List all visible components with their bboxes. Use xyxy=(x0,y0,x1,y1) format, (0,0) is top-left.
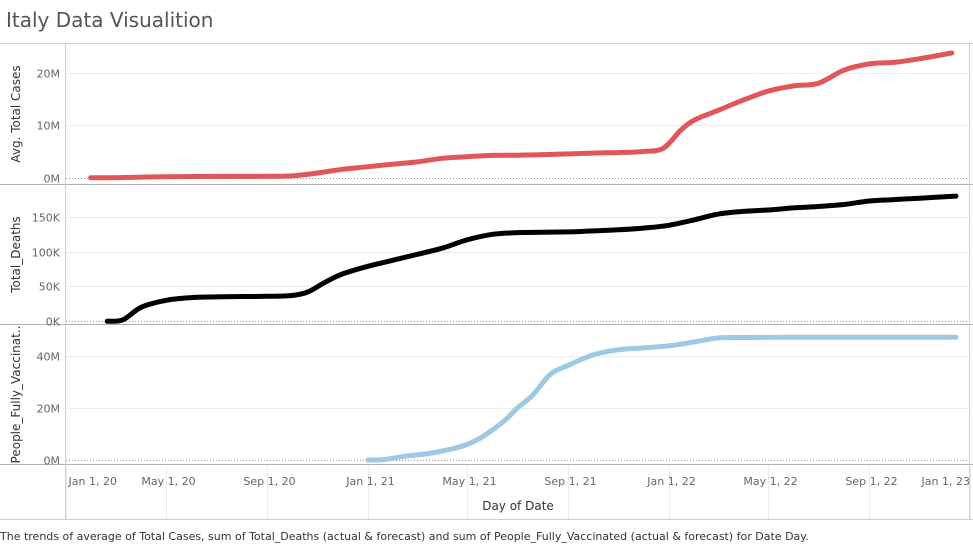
y-tick-label: 20M xyxy=(37,68,61,81)
series-line xyxy=(104,193,959,324)
x-tick-label: Sep 1, 22 xyxy=(845,475,897,488)
y-axis-label: Total_Deaths xyxy=(9,216,23,294)
y-tick-label: 0M xyxy=(44,455,61,468)
y-tick-label: 10M xyxy=(37,120,61,133)
y-tick-label: 150K xyxy=(32,212,61,225)
x-tick-label: Sep 1, 20 xyxy=(243,475,295,488)
y-tick-label: 0K xyxy=(46,316,61,329)
x-axis: Jan 1, 20 May 1, 20 Sep 1, 20 Jan 1, 21 May … xyxy=(66,466,971,519)
y-tick-label: 0M xyxy=(44,173,61,186)
y-tick-label: 40M xyxy=(37,351,61,364)
x-tick-label: Sep 1, 21 xyxy=(544,475,596,488)
panel-3: 0M 20M 40M People_Fully_Vaccinat.. xyxy=(9,326,969,468)
x-tick-label: Jan 1, 23 xyxy=(921,475,970,488)
series-line xyxy=(365,334,959,463)
x-tick-label: Jan 1, 21 xyxy=(345,475,394,488)
chart-frame xyxy=(0,43,973,520)
panel-1: 0M 10M 20M Avg. Total Cases xyxy=(9,50,969,186)
chart-title: Italy Data Visualition xyxy=(6,8,214,32)
y-tick-label: 100K xyxy=(32,247,61,260)
x-tick-label: Jan 1, 22 xyxy=(646,475,695,488)
chart-panels: 0M 10M 20M Avg. Total Cases 0K 50K 100K 150K Tot… xyxy=(9,50,969,468)
y-axis-label: Avg. Total Cases xyxy=(9,65,23,162)
x-tick-label: Jan 1, 20 xyxy=(68,475,117,488)
x-axis-label: Day of Date xyxy=(482,499,554,513)
chart-caption: The trends of average of Total Cases, su… xyxy=(0,530,809,543)
y-axis-label: People_Fully_Vaccinat.. xyxy=(9,326,23,464)
y-tick-label: 20M xyxy=(37,403,61,416)
x-tick-label: May 1, 20 xyxy=(141,475,195,488)
x-tick-label: May 1, 22 xyxy=(743,475,797,488)
x-tick-label: May 1, 21 xyxy=(442,475,496,488)
y-tick-label: 50K xyxy=(39,281,61,294)
panel-2: 0K 50K 100K 150K Total_Deaths xyxy=(9,193,969,329)
series-line xyxy=(88,50,955,181)
